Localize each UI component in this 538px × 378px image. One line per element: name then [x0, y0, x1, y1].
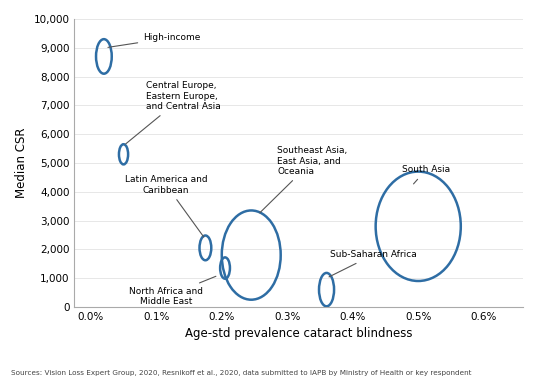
Text: Latin America and
Caribbean: Latin America and Caribbean — [125, 175, 208, 237]
Text: Southeast Asia,
East Asia, and
Oceania: Southeast Asia, East Asia, and Oceania — [260, 146, 348, 213]
Y-axis label: Median CSR: Median CSR — [15, 128, 28, 198]
Text: Sources: Vision Loss Expert Group, 2020, Resnikoff et al., 2020, data submitted : Sources: Vision Loss Expert Group, 2020,… — [11, 370, 471, 376]
Text: Central Europe,
Eastern Europe,
and Central Asia: Central Europe, Eastern Europe, and Cent… — [126, 81, 221, 144]
Text: Sub-Saharan Africa: Sub-Saharan Africa — [329, 250, 416, 277]
Text: South Asia: South Asia — [402, 166, 450, 184]
X-axis label: Age-std prevalence cataract blindness: Age-std prevalence cataract blindness — [185, 327, 413, 340]
Text: High-income: High-income — [108, 33, 201, 47]
Text: North Africa and
Middle East: North Africa and Middle East — [129, 276, 216, 306]
